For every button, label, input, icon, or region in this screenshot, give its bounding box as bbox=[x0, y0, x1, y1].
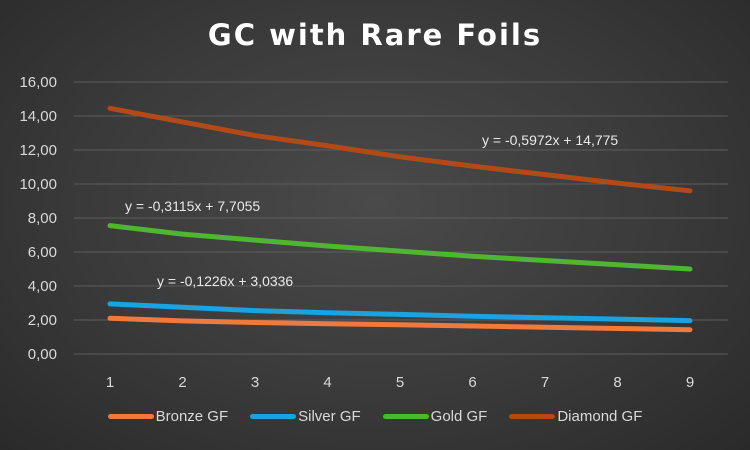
legend-item: Gold GF bbox=[382, 408, 488, 425]
legend-item: Silver GF bbox=[250, 408, 361, 425]
y-tick-label: 6,00 bbox=[28, 244, 57, 261]
trendline-labels: y = -0,5972x + 14,775 y = -0,3115x + 7,70… bbox=[125, 132, 618, 289]
legend-swatch bbox=[107, 414, 154, 419]
x-tick-label: 4 bbox=[323, 374, 331, 391]
x-tick-label: 2 bbox=[178, 374, 186, 391]
x-tick-label: 9 bbox=[686, 374, 694, 391]
legend-label: Diamond GF bbox=[557, 408, 643, 425]
y-tick-label: 16,00 bbox=[19, 74, 57, 91]
legend: Bronze GF Silver GF Gold GF Diamond GF bbox=[0, 408, 750, 425]
y-tick-label: 14,00 bbox=[19, 108, 57, 125]
series-line-gold-gf bbox=[107, 223, 693, 272]
legend-item: Diamond GF bbox=[509, 408, 642, 425]
grid-lines bbox=[74, 81, 728, 355]
series-lines bbox=[107, 105, 693, 333]
legend-label: Gold GF bbox=[430, 408, 488, 425]
legend-label: Silver GF bbox=[298, 408, 361, 425]
trendline-equation: y = -0,3115x + 7,7055 bbox=[125, 198, 260, 214]
legend-swatch bbox=[250, 414, 297, 419]
y-tick-label: 10,00 bbox=[19, 176, 57, 193]
x-tick-label: 6 bbox=[468, 374, 476, 391]
y-tick-label: 2,00 bbox=[28, 312, 57, 329]
legend-label: Bronze GF bbox=[155, 408, 229, 425]
chart-title: GC with Rare Foils bbox=[207, 18, 543, 52]
trendline-equation: y = -0,5972x + 14,775 bbox=[482, 132, 618, 148]
y-tick-label: 0,00 bbox=[28, 346, 57, 363]
y-axis-ticks: 0,00 2,00 4,00 6,00 8,00 10,00 12,00 14,00 16,00 bbox=[19, 74, 57, 363]
x-tick-label: 5 bbox=[396, 374, 404, 391]
legend-item: Bronze GF bbox=[107, 408, 229, 425]
x-axis-ticks: 1 2 3 4 5 6 7 8 9 bbox=[106, 374, 694, 391]
x-tick-label: 8 bbox=[613, 374, 621, 391]
trendline-equation: y = -0,1226x + 3,0336 bbox=[157, 273, 293, 289]
series-line-diamond-gf bbox=[107, 105, 693, 194]
y-tick-label: 4,00 bbox=[28, 278, 57, 295]
series-line-bronze-gf bbox=[107, 315, 693, 333]
y-tick-label: 12,00 bbox=[19, 142, 57, 159]
x-tick-label: 3 bbox=[251, 374, 259, 391]
x-tick-label: 7 bbox=[541, 374, 549, 391]
line-chart: 0,00 2,00 4,00 6,00 8,00 10,00 12,00 14,00 16,00… bbox=[19, 74, 728, 391]
legend-swatch bbox=[382, 414, 429, 419]
series-line-silver-gf bbox=[107, 301, 693, 324]
x-tick-label: 1 bbox=[106, 374, 114, 391]
legend-swatch bbox=[509, 414, 556, 419]
y-tick-label: 8,00 bbox=[28, 210, 57, 227]
